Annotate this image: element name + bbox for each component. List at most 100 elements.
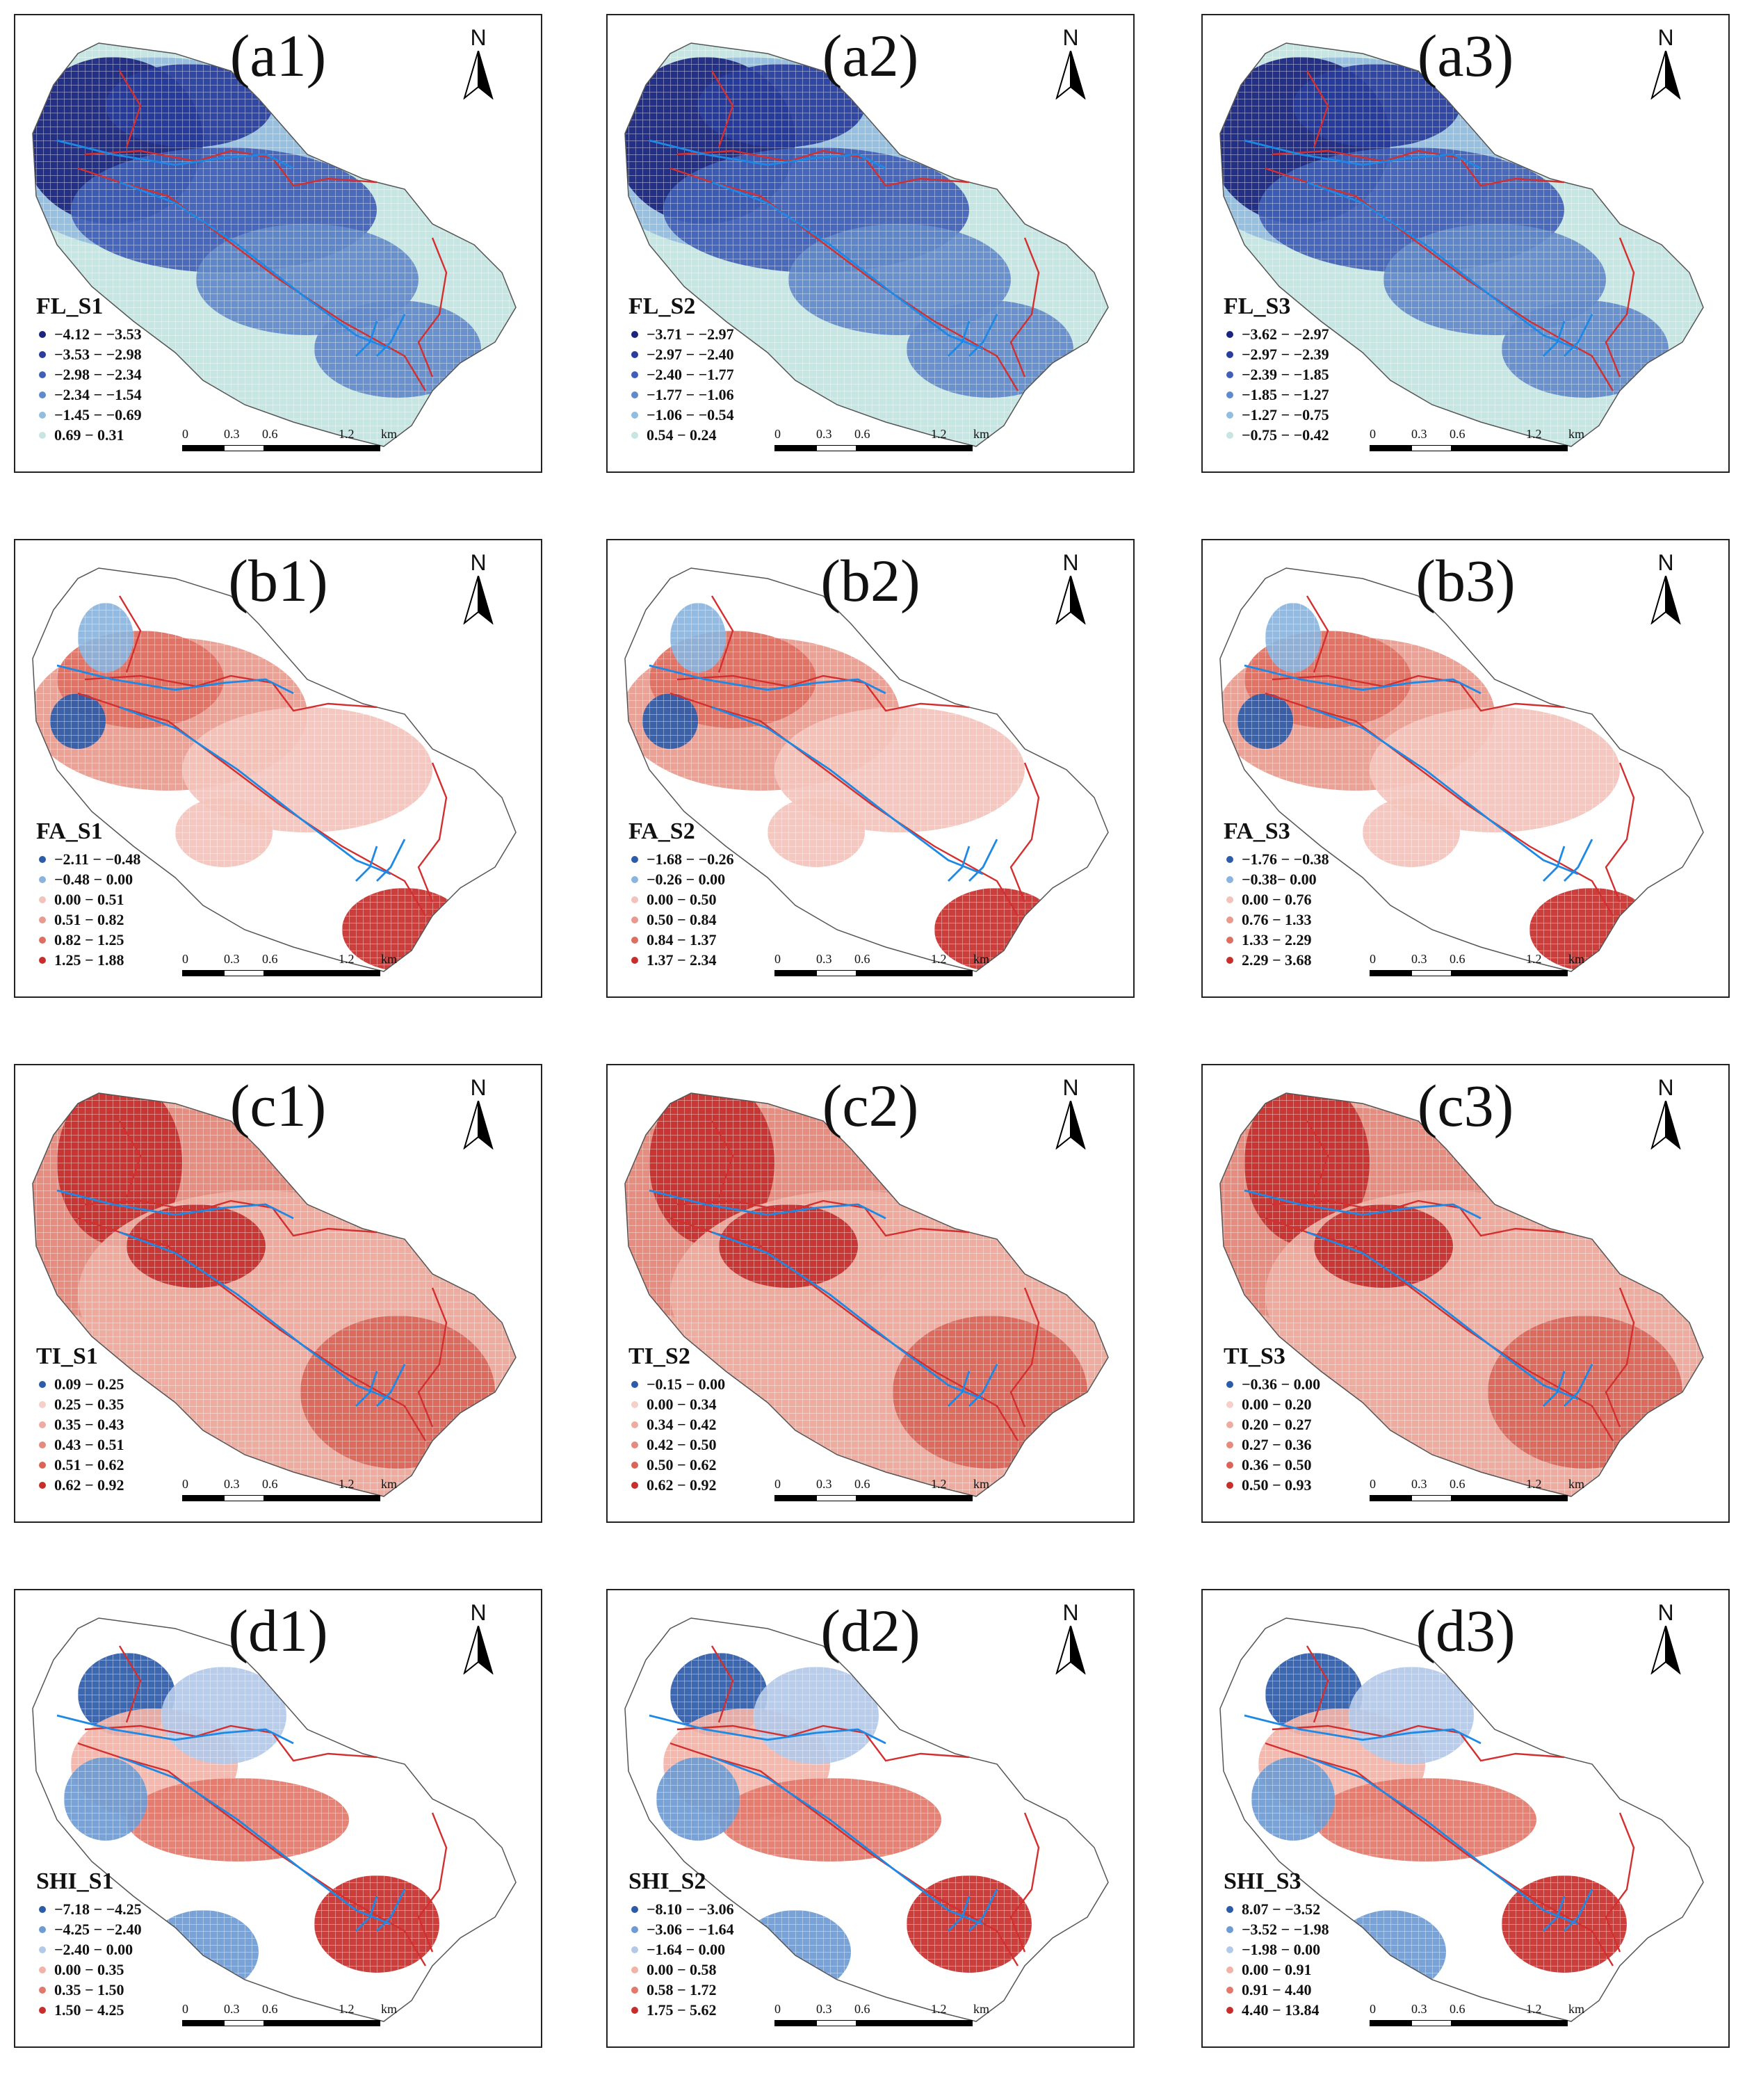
map-panel: (d2) N SHI_S2 −8.10 − −3.06 −3.06 − −1.64 −1.… bbox=[606, 1589, 1135, 2048]
north-arrow-icon: N bbox=[457, 550, 499, 628]
legend-item: 0.50 − 0.84 bbox=[628, 910, 858, 930]
scale-segment bbox=[1411, 1495, 1452, 1501]
legend-swatch-icon bbox=[631, 2006, 638, 2014]
map-canvas bbox=[32, 1092, 517, 1497]
legend-swatch-icon bbox=[631, 1946, 638, 1953]
road-line bbox=[118, 70, 142, 148]
legend-swatch-icon bbox=[39, 330, 46, 338]
scale-segment bbox=[1452, 970, 1529, 976]
legend-item: 0.50 − 0.93 bbox=[1224, 1475, 1453, 1495]
legend-range: −2.97 − −2.40 bbox=[647, 345, 734, 363]
legend-swatch-icon bbox=[631, 371, 638, 378]
legend-item: −1.45 − −0.69 bbox=[36, 405, 266, 425]
legend-item: −0.38− 0.00 bbox=[1224, 869, 1453, 889]
legend-swatch-icon bbox=[39, 956, 46, 964]
road-line bbox=[417, 1287, 448, 1428]
river-line bbox=[56, 139, 294, 170]
river-line bbox=[968, 1364, 998, 1407]
legend-swatch-icon bbox=[1226, 936, 1233, 944]
legend-range: 0.51 − 0.62 bbox=[54, 1455, 124, 1473]
legend-swatch-icon bbox=[39, 1966, 46, 1973]
river-line bbox=[355, 1896, 378, 1932]
scale-segment bbox=[182, 970, 224, 976]
road-line bbox=[118, 1645, 142, 1723]
map-canvas bbox=[624, 1617, 1109, 2022]
river-line bbox=[711, 1756, 984, 1925]
legend-item: 0.84 − 1.37 bbox=[628, 930, 858, 950]
legend-item: −3.62 − −2.97 bbox=[1224, 324, 1453, 344]
river-line bbox=[119, 1231, 391, 1400]
legend-swatch-icon bbox=[39, 1481, 46, 1489]
legend-swatch-icon bbox=[1226, 1481, 1233, 1489]
legend-swatch-icon bbox=[1226, 1400, 1233, 1408]
legend-range: 0.35 − 0.43 bbox=[54, 1415, 124, 1433]
river-line bbox=[1306, 1231, 1579, 1400]
map-canvas bbox=[1219, 567, 1704, 972]
scale-tick-label: 0.3 bbox=[1411, 1477, 1427, 1491]
basin-boundary bbox=[624, 567, 1109, 972]
map-panel: (d1) N SHI_S1 −7.18 − −4.25 −4.25 − −2.40 −2.… bbox=[14, 1589, 542, 2048]
legend-range: 0.82 − 1.25 bbox=[54, 930, 124, 948]
panel-label: (d1) bbox=[228, 1597, 328, 1664]
legend-swatch-icon bbox=[1226, 371, 1233, 378]
river-line bbox=[56, 664, 294, 695]
scale-bar: 0 0.3 0.6 1.2 km bbox=[1370, 952, 1648, 984]
north-label: N bbox=[1062, 1600, 1079, 1625]
river-line bbox=[649, 1714, 886, 1745]
north-label: N bbox=[1657, 550, 1674, 575]
legend-range: −1.06 − −0.54 bbox=[647, 405, 734, 423]
scale-tick-label: 1.2 bbox=[931, 2002, 947, 2016]
river-line bbox=[119, 181, 391, 350]
north-arrow-icon: N bbox=[1050, 1075, 1091, 1153]
legend-range: 0.00 − 0.50 bbox=[647, 890, 717, 908]
legend-swatch-icon bbox=[1226, 896, 1233, 903]
legend-item: −1.85 − −1.27 bbox=[1224, 385, 1453, 405]
legend-range: 1.25 − 1.88 bbox=[54, 951, 124, 969]
legend-item: 1.33 − 2.29 bbox=[1224, 930, 1453, 950]
legend-item: 0.42 − 0.50 bbox=[628, 1435, 858, 1455]
map-panel: (d3) N SHI_S3 8.07 − −3.52 −3.52 − −1.98 −1.9… bbox=[1201, 1589, 1730, 2048]
north-label: N bbox=[470, 1075, 487, 1100]
legend-range: −1.45 − −0.69 bbox=[54, 405, 142, 423]
river-line bbox=[711, 1231, 984, 1400]
scale-bar: 0 0.3 0.6 1.2 km bbox=[1370, 1477, 1648, 1509]
legend-swatch-icon bbox=[39, 391, 46, 398]
legend-range: −2.40 − −1.77 bbox=[647, 365, 734, 383]
road-line bbox=[711, 70, 734, 148]
legend-range: −1.98 − 0.00 bbox=[1242, 1940, 1321, 1958]
road-line bbox=[1306, 1645, 1329, 1723]
scale-segment bbox=[1452, 2020, 1529, 2026]
legend: SHI_S2 −8.10 − −3.06 −3.06 − −1.64 −1.64 − … bbox=[628, 1868, 858, 2020]
river-line bbox=[119, 706, 391, 875]
legend: SHI_S1 −7.18 − −4.25 −4.25 − −2.40 −2.40 − … bbox=[36, 1868, 266, 2020]
legend-range: −2.34 − −1.54 bbox=[54, 385, 142, 403]
legend-swatch-icon bbox=[631, 896, 638, 903]
legend-swatch-icon bbox=[631, 1400, 638, 1408]
legend-swatch-icon bbox=[39, 916, 46, 923]
legend-range: 0.50 − 0.93 bbox=[1242, 1476, 1312, 1494]
scale-segment bbox=[224, 970, 264, 976]
legend-title: TI_S1 bbox=[36, 1343, 98, 1369]
legend-range: 2.29 − 3.68 bbox=[1242, 951, 1312, 969]
legend-swatch-icon bbox=[1226, 350, 1233, 358]
legend-item: −2.97 − −2.39 bbox=[1224, 344, 1453, 364]
scale-segment bbox=[1529, 445, 1568, 451]
river-line bbox=[1543, 321, 1566, 357]
basin-boundary bbox=[32, 42, 517, 447]
scale-tick-label: 0.6 bbox=[262, 952, 278, 966]
scale-bar: 0 0.3 0.6 1.2 km bbox=[182, 1477, 460, 1509]
road-line bbox=[676, 1725, 970, 1762]
legend-range: 0.35 − 1.50 bbox=[54, 1980, 124, 1998]
map-canvas bbox=[1219, 42, 1704, 447]
river-line bbox=[1543, 1896, 1566, 1932]
scale-tick-label: 0.3 bbox=[816, 1477, 832, 1491]
scale-tick-label: 1.2 bbox=[339, 1477, 355, 1491]
legend-swatch-icon bbox=[39, 2006, 46, 2014]
north-label: N bbox=[1657, 1075, 1674, 1100]
legend-item: 0.51 − 0.62 bbox=[36, 1455, 266, 1475]
legend-swatch-icon bbox=[39, 411, 46, 419]
legend-range: 0.00 − 0.91 bbox=[1242, 1960, 1312, 1978]
scale-segment bbox=[1529, 1495, 1568, 1501]
scale-tick-label: 0 bbox=[182, 2002, 188, 2016]
scale-segment bbox=[1370, 445, 1411, 451]
